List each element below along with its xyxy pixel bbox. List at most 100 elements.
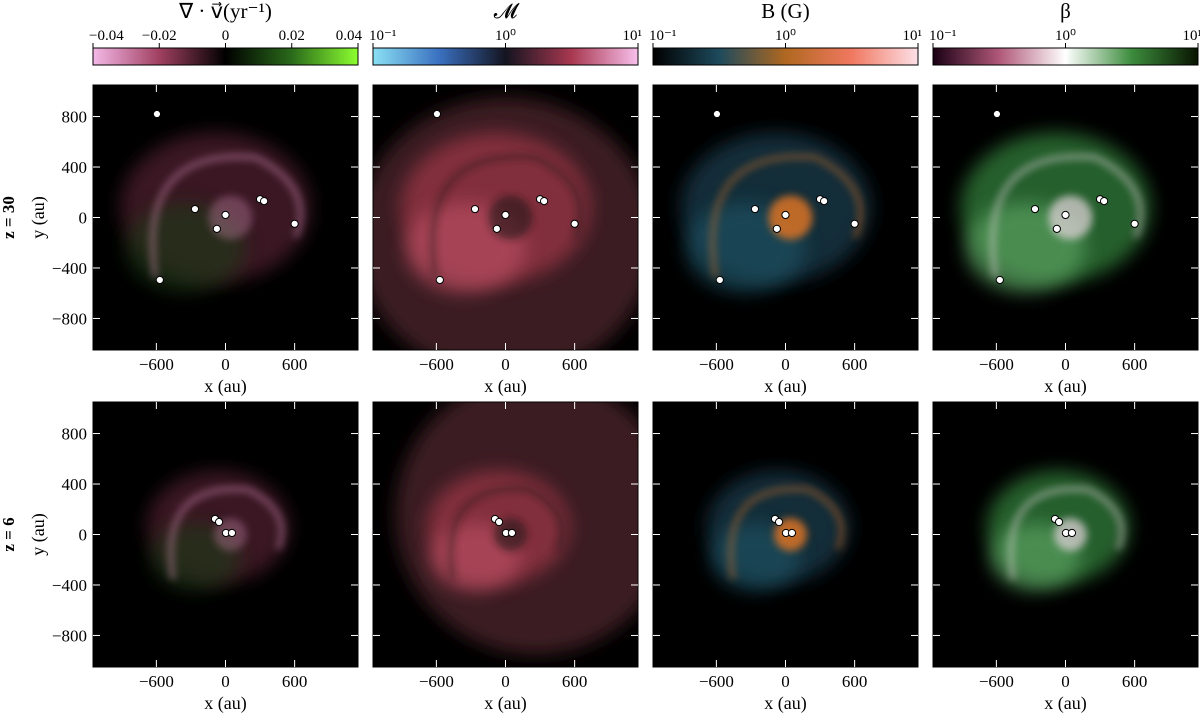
colorbar-label: B (G): [761, 0, 809, 23]
x-tick-label: 0: [781, 355, 790, 374]
sink-particle: [1030, 204, 1040, 214]
x-tick-label: −600: [139, 672, 174, 691]
x-axis-label: x (au): [1044, 693, 1086, 714]
y-tick-label: −400: [52, 259, 87, 278]
sink-particle: [750, 204, 760, 214]
sink-particle: [214, 517, 224, 527]
colorbar-tick-label: −0.04: [89, 28, 124, 44]
spiral: [709, 153, 864, 278]
spiral: [429, 153, 584, 278]
colorbar-tick-label: 10¹: [903, 28, 923, 44]
spiral: [1007, 485, 1125, 580]
x-tick-label: 600: [282, 672, 308, 691]
x-tick-label: 600: [1122, 672, 1148, 691]
x-tick-label: 0: [501, 355, 510, 374]
core: [208, 195, 253, 240]
sink-particle: [992, 109, 1002, 119]
row-label: z = 30: [0, 196, 18, 239]
x-axis-label: x (au): [1044, 376, 1086, 397]
y-tick-label: 0: [79, 209, 88, 228]
colorbar-tick-label: 10¹: [1183, 28, 1200, 44]
sink-particle: [494, 517, 504, 527]
panel-image: [706, 470, 850, 591]
x-axis-label: x (au): [204, 376, 246, 397]
y-tick-label: 400: [62, 158, 88, 177]
colorbar-tick-label: 10⁰: [1055, 28, 1076, 44]
colorbar-tick-label: 10⁰: [775, 28, 796, 44]
sink-particle: [290, 219, 299, 228]
sink-particle: [1067, 528, 1077, 538]
sink-particle: [501, 210, 510, 220]
colorbar-tick-label: 0: [222, 28, 230, 44]
core: [768, 195, 813, 240]
spiral: [149, 153, 304, 278]
x-tick-label: 0: [781, 672, 790, 691]
y-tick-label: 800: [62, 108, 88, 127]
panel-image: [395, 402, 638, 655]
y-tick-label: −800: [52, 626, 87, 645]
sink-particle: [470, 204, 480, 214]
core: [488, 195, 533, 240]
sink-particle: [715, 275, 724, 285]
sink-particle: [1052, 224, 1061, 233]
sink-particle: [787, 528, 797, 538]
x-tick-label: −600: [419, 672, 454, 691]
x-tick-label: −600: [699, 672, 734, 691]
colorbar-label: ∇ · v⃗(yr⁻¹): [178, 0, 272, 23]
x-tick-label: 0: [1061, 672, 1070, 691]
x-tick-label: 600: [562, 355, 588, 374]
x-tick-label: −600: [979, 672, 1014, 691]
x-tick-label: −600: [139, 355, 174, 374]
core: [1048, 195, 1093, 240]
row-label: z = 6: [0, 517, 18, 551]
colorbar: [932, 47, 1199, 66]
x-tick-label: −600: [699, 355, 734, 374]
x-tick-label: 600: [842, 355, 868, 374]
sink-particle: [259, 196, 269, 206]
x-axis-label: x (au): [484, 376, 526, 397]
panel-image: [373, 97, 638, 350]
colorbar: [372, 47, 639, 66]
sink-particle: [435, 275, 444, 285]
x-tick-label: 0: [501, 672, 510, 691]
sink-particle: [227, 528, 237, 538]
x-axis-label: x (au): [764, 376, 806, 397]
sink-particle: [1099, 196, 1109, 206]
x-tick-label: 600: [562, 672, 588, 691]
x-tick-label: 600: [1122, 355, 1148, 374]
x-axis-label: x (au): [764, 693, 806, 714]
colorbar: [92, 47, 359, 66]
sink-particle: [995, 275, 1004, 285]
panel-image: [986, 470, 1130, 591]
sink-particle: [1054, 517, 1064, 527]
x-axis-label: x (au): [204, 693, 246, 714]
sink-particle: [221, 210, 230, 220]
x-tick-label: 600: [842, 672, 868, 691]
x-tick-label: −600: [979, 355, 1014, 374]
sink-particle: [772, 224, 781, 233]
colorbar-tick-label: 10¹: [623, 28, 643, 44]
colorbar-tick-label: 10⁻¹: [929, 28, 956, 44]
colorbar-tick-label: 10⁻¹: [369, 28, 396, 44]
x-tick-label: 0: [221, 672, 230, 691]
y-tick-label: −800: [52, 309, 87, 328]
sink-particle: [212, 224, 221, 233]
y-axis-label: y (au): [28, 196, 49, 238]
x-tick-label: 0: [1061, 355, 1070, 374]
sink-particle: [507, 528, 517, 538]
colorbar: [652, 47, 919, 66]
x-tick-label: −600: [419, 355, 454, 374]
sink-particle: [850, 219, 859, 228]
sink-particle: [190, 204, 200, 214]
colorbar-tick-label: 10⁻¹: [649, 28, 676, 44]
spiral: [447, 485, 565, 580]
colorbar-label: β: [1060, 0, 1071, 23]
y-axis-label: y (au): [28, 513, 49, 555]
colorbar-tick-label: 0.04: [336, 28, 363, 44]
sink-particle: [712, 109, 722, 119]
x-axis-label: x (au): [484, 693, 526, 714]
sink-particle: [155, 275, 164, 285]
sink-particle: [570, 219, 579, 228]
